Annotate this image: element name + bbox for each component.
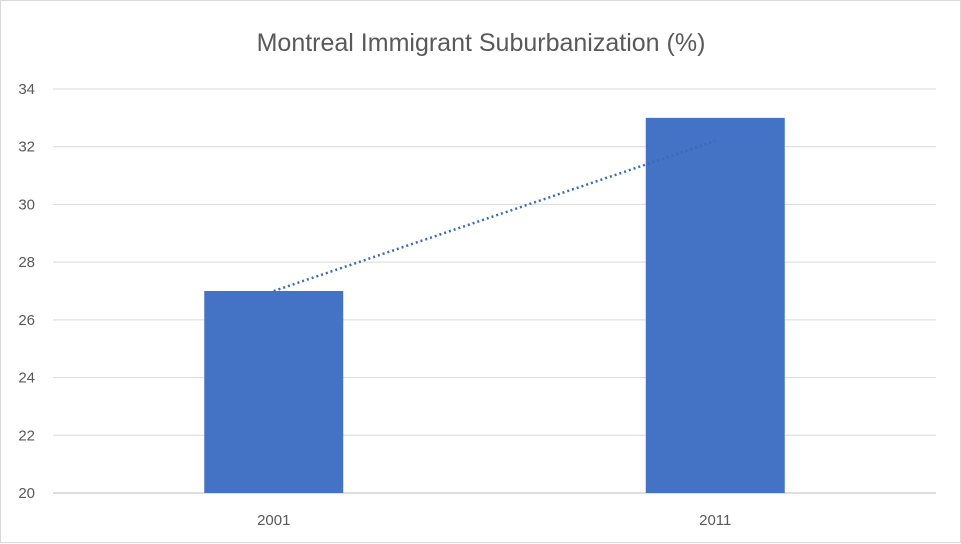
- y-tick-label: 34: [18, 81, 35, 98]
- y-tick-label: 32: [18, 139, 35, 156]
- y-tick-label: 22: [18, 427, 35, 444]
- y-tick-label: 26: [18, 312, 35, 329]
- y-tick-label: 20: [18, 485, 35, 502]
- y-tick-label: 24: [18, 370, 35, 387]
- y-tick-label: 30: [18, 196, 35, 213]
- x-axis-ticks: 2001 2011: [257, 512, 731, 529]
- x-tick-label: 2011: [699, 512, 731, 529]
- bar: [204, 291, 344, 493]
- gridlines: [53, 88, 936, 494]
- bar: [645, 117, 785, 493]
- y-tick-label: 28: [18, 254, 35, 271]
- x-tick-label: 2001: [257, 512, 290, 529]
- bars: [204, 117, 785, 493]
- y-axis-ticks: 20 22 24 26 28 30 32 34: [18, 81, 35, 502]
- chart-title: Montreal Immigrant Suburbanization (%): [257, 29, 706, 57]
